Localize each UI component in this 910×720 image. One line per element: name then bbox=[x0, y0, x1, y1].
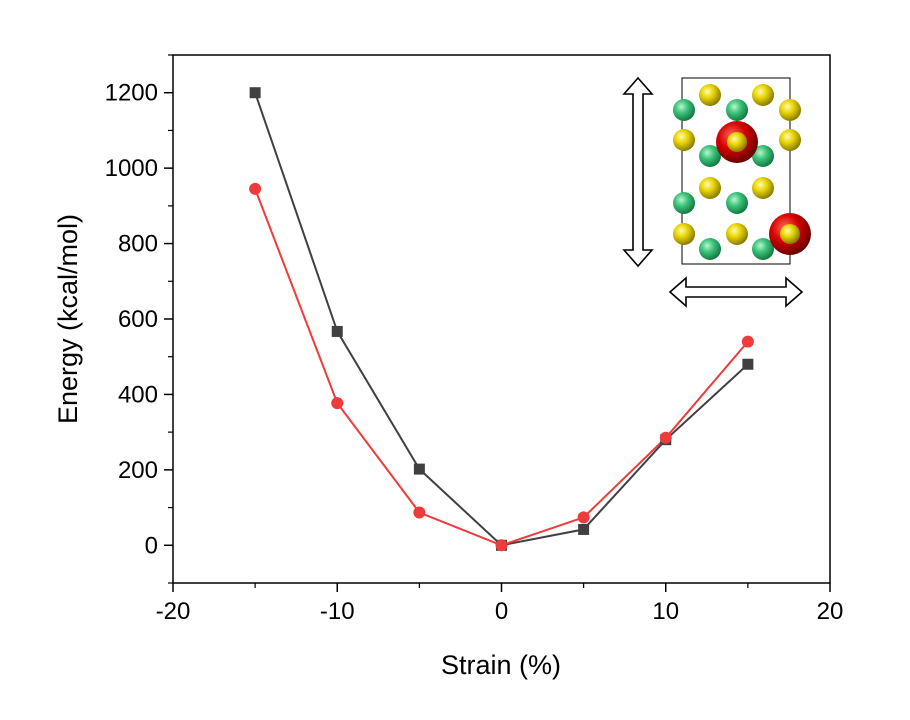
x-tick-label: 10 bbox=[652, 598, 679, 625]
x-tick-label: -10 bbox=[320, 598, 355, 625]
x-tick-label: 20 bbox=[817, 598, 844, 625]
x-tick-label: 0 bbox=[495, 598, 508, 625]
yellow-atom bbox=[727, 132, 747, 152]
yellow-atom bbox=[779, 99, 801, 121]
horizontal-strain-arrow-icon bbox=[668, 276, 804, 308]
yellow-atom bbox=[699, 84, 721, 106]
y-axis-title: Energy (kcal/mol) bbox=[53, 214, 83, 424]
series-black-point bbox=[413, 463, 425, 475]
yellow-atom bbox=[779, 129, 801, 151]
series-red-point bbox=[413, 506, 426, 519]
series-markers bbox=[249, 87, 754, 552]
yellow-atom bbox=[780, 224, 800, 244]
yellow-atom bbox=[752, 84, 774, 106]
series-red-point bbox=[741, 335, 754, 348]
green-atom bbox=[726, 99, 748, 121]
yellow-atom bbox=[673, 223, 695, 245]
green-atom bbox=[752, 145, 774, 167]
series-red-point bbox=[577, 511, 590, 524]
green-atom bbox=[673, 192, 695, 214]
series-lines bbox=[254, 92, 749, 547]
y-tick-label: 0 bbox=[145, 532, 158, 559]
series-red-point bbox=[495, 539, 508, 552]
series-red-point bbox=[249, 182, 262, 195]
yellow-atom bbox=[726, 223, 748, 245]
yellow-atom bbox=[673, 129, 695, 151]
yellow-atom bbox=[752, 177, 774, 199]
green-atom bbox=[752, 238, 774, 260]
vertical-strain-arrow-icon bbox=[622, 76, 654, 268]
inset-structure bbox=[622, 76, 811, 308]
y-tick-label: 1200 bbox=[105, 80, 158, 107]
green-atom bbox=[673, 99, 695, 121]
green-atom bbox=[726, 192, 748, 214]
yellow-atom bbox=[699, 177, 721, 199]
series-black-point bbox=[578, 523, 590, 535]
y-tick-label: 800 bbox=[118, 231, 158, 258]
series-black-point bbox=[249, 87, 261, 99]
x-axis-title: Strain (%) bbox=[441, 650, 561, 680]
series-red-point bbox=[659, 431, 672, 444]
inset-cell-box bbox=[681, 77, 791, 265]
green-atom bbox=[699, 145, 721, 167]
series-red-line bbox=[254, 188, 749, 547]
green-atom bbox=[699, 238, 721, 260]
y-tick-label: 1000 bbox=[105, 155, 158, 182]
series-black-point bbox=[742, 358, 754, 370]
x-tick-label: -20 bbox=[156, 598, 191, 625]
series-black-point bbox=[331, 325, 343, 337]
series-black-line bbox=[254, 92, 749, 547]
y-tick-label: 200 bbox=[118, 457, 158, 484]
y-tick-label: 600 bbox=[118, 306, 158, 333]
series-red-point bbox=[331, 397, 344, 410]
y-tick-label: 400 bbox=[118, 381, 158, 408]
